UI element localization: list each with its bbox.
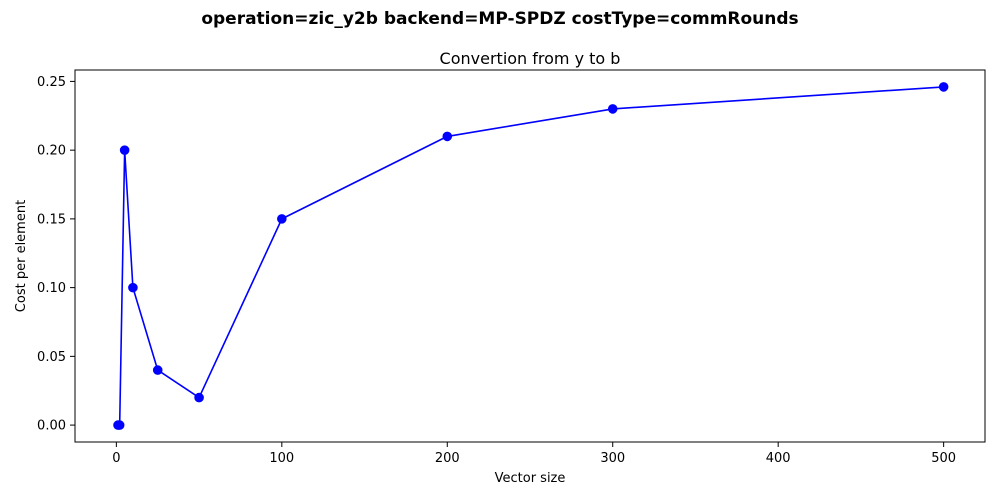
- chart-title: Convertion from y to b: [440, 49, 621, 68]
- x-axis-label: Vector size: [495, 471, 566, 486]
- y-tick-label: 0.00: [37, 419, 66, 434]
- y-axis: 0.00 0.05 0.10 0.15 0.20 0.25: [37, 75, 75, 434]
- data-point-marker: [152, 365, 163, 375]
- data-point-marker: [277, 214, 287, 224]
- x-tick-label: 400: [766, 451, 791, 466]
- data-point-marker: [128, 282, 138, 293]
- x-tick-label: 100: [269, 451, 294, 466]
- figure-suptitle: operation=zic_y2b backend=MP-SPDZ costTy…: [201, 9, 798, 29]
- series-line: [118, 86, 944, 426]
- series-layer: [113, 82, 949, 430]
- y-tick-label: 0.05: [37, 350, 66, 365]
- y-tick-label: 0.10: [37, 281, 66, 296]
- y-tick-label: 0.15: [37, 212, 66, 227]
- data-point-marker: [442, 131, 453, 142]
- data-point-marker: [119, 145, 130, 155]
- x-tick-label: 200: [435, 451, 460, 466]
- y-tick-label: 0.25: [37, 75, 66, 90]
- x-tick-label: 300: [600, 451, 625, 466]
- x-axis: 0 100 200 300 400 500: [112, 442, 956, 466]
- y-axis-label: Cost per element: [14, 200, 29, 312]
- data-point-marker: [194, 392, 204, 403]
- data-point-marker: [938, 82, 949, 92]
- plot-area-frame: [74, 69, 986, 443]
- x-tick-label: 0: [112, 451, 120, 466]
- x-tick-label: 500: [931, 451, 956, 466]
- y-tick-label: 0.20: [37, 144, 66, 159]
- data-point-marker: [607, 104, 618, 114]
- data-point-marker: [114, 420, 125, 430]
